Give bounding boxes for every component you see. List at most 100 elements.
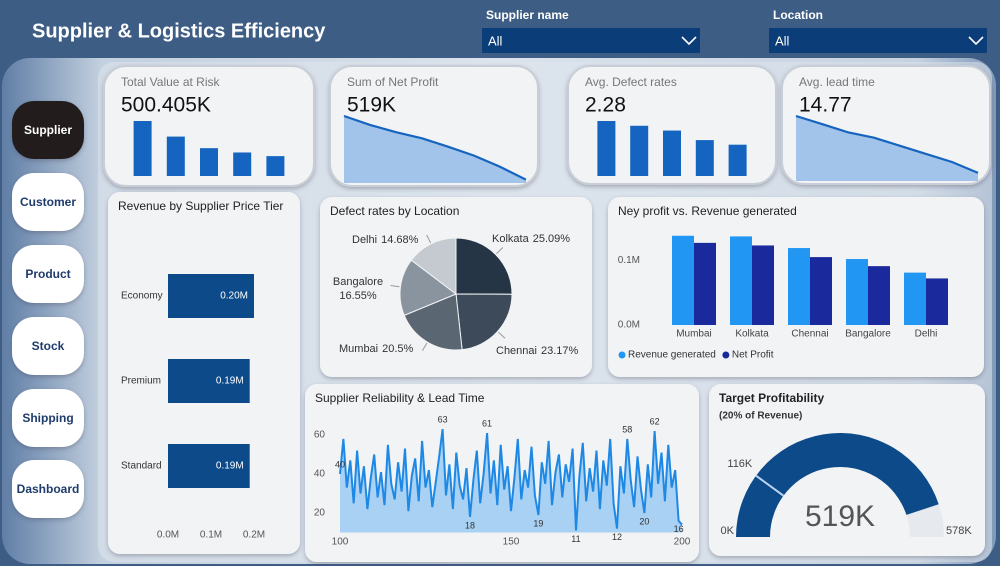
card-title: Supplier Reliability & Lead Time: [315, 391, 485, 405]
kpi-value: 519K: [347, 94, 396, 117]
bar: [728, 144, 747, 176]
slice-value: 23.17%: [541, 345, 579, 357]
card: [567, 65, 777, 185]
leader-line: [426, 234, 432, 244]
dropdown-value[interactable]: All: [488, 33, 503, 48]
dropdown-box[interactable]: [769, 28, 987, 53]
pie-slice: [403, 293, 463, 351]
category-label: Standard: [121, 461, 162, 472]
slice-value: 25.09%: [533, 233, 571, 245]
leader-line: [421, 342, 428, 352]
data-label: 40: [335, 459, 345, 469]
card-title: Defect rates by Location: [330, 204, 459, 218]
nav-label[interactable]: Dashboard: [17, 482, 80, 496]
bar: [663, 130, 681, 176]
slice-value: 20.5%: [382, 343, 413, 355]
legend-marker: [618, 351, 626, 359]
x-tick-label: 100: [332, 537, 349, 548]
card-title: Total Value at Risk: [121, 75, 220, 89]
kpi-value: 2.28: [585, 94, 626, 117]
nav-button[interactable]: [12, 173, 84, 231]
bar: [168, 359, 250, 403]
dropdown[interactable]: All: [482, 28, 700, 53]
card-title: Revenue by Supplier Price Tier: [118, 199, 283, 213]
bar: [168, 274, 254, 318]
card-title: Sum of Net Profit: [347, 75, 439, 89]
nav-button[interactable]: [12, 101, 84, 159]
y-tick-label: 40: [314, 469, 326, 480]
nav-button[interactable]: [12, 389, 84, 447]
bar: [597, 121, 616, 176]
line: [339, 428, 683, 531]
nav-button[interactable]: [12, 245, 84, 303]
bar: [694, 242, 716, 325]
x-tick-label: 0.2M: [243, 530, 265, 541]
card-title: Avg. Defect rates: [585, 75, 677, 89]
x-tick-label: Bangalore: [845, 329, 891, 340]
x-tick-label: 200: [674, 537, 691, 548]
data-label: 61: [482, 418, 492, 428]
bar: [672, 235, 694, 325]
slice-category: Bangalore: [333, 276, 383, 288]
gauge-value-label: 519K: [805, 500, 875, 533]
category-label: Premium: [121, 376, 161, 387]
kpi-value: 500.405K: [121, 94, 211, 117]
x-tick-label: Kolkata: [735, 329, 769, 340]
chevron[interactable]: [968, 36, 984, 46]
y-tick-label: 20: [314, 508, 326, 519]
pie-slice: [399, 259, 457, 317]
line: [343, 114, 527, 181]
legend-label: Revenue generated: [628, 350, 716, 361]
nav-label[interactable]: Customer: [20, 195, 76, 209]
slice-category: Kolkata: [492, 233, 530, 245]
x-tick-label: 0.1M: [200, 530, 222, 541]
value-label: 0.19M: [216, 461, 244, 472]
nav-label[interactable]: Product: [25, 267, 70, 281]
dropdown-box[interactable]: [482, 28, 700, 53]
data-label: 19: [533, 518, 543, 528]
slice-category: Mumbai: [339, 343, 378, 355]
nav-button[interactable]: [12, 460, 84, 518]
value-label: 0.19M: [216, 376, 244, 387]
card-title: Target Profitability: [719, 391, 824, 405]
slice-category: Chennai: [496, 345, 537, 357]
kpi-value: 14.77: [799, 94, 852, 117]
data-label: 62: [650, 416, 660, 426]
filter-label: Supplier name: [486, 8, 569, 22]
page-title: Supplier & Logistics Efficiency: [32, 20, 326, 42]
target-label: 116K: [727, 458, 753, 470]
area: [344, 116, 526, 183]
card-subtitle: (20% of Revenue): [719, 411, 802, 422]
leader-line: [496, 247, 504, 255]
nav-label[interactable]: Stock: [32, 339, 65, 353]
data-label: 63: [438, 415, 448, 425]
bar: [695, 140, 714, 176]
nav-button[interactable]: [12, 317, 84, 375]
bar: [788, 248, 810, 325]
y-tick-label: 0.1M: [618, 255, 640, 266]
leader-line: [390, 285, 400, 288]
leader-line: [497, 331, 506, 339]
bar: [730, 236, 752, 325]
bar: [168, 444, 250, 488]
nav-label[interactable]: Shipping: [22, 411, 73, 425]
data-label: 16: [674, 524, 684, 534]
chevron[interactable]: [681, 36, 697, 46]
area: [796, 116, 978, 181]
card: [103, 65, 315, 187]
card-title: Avg. lead time: [799, 75, 875, 89]
bar: [200, 148, 218, 176]
x-tick-label: Mumbai: [676, 329, 712, 340]
pie-slice: [410, 237, 457, 296]
data-label: 11: [571, 534, 580, 544]
pie-slice: [455, 293, 513, 351]
bar: [926, 278, 948, 325]
category-label: Economy: [121, 291, 163, 302]
nav-label[interactable]: Supplier: [24, 123, 72, 137]
dropdown-value[interactable]: All: [775, 33, 790, 48]
x-tick-label: 0.0M: [157, 530, 179, 541]
y-tick-label: 0.0M: [618, 320, 640, 331]
data-label: 18: [465, 520, 475, 530]
dropdown[interactable]: All: [769, 28, 987, 53]
